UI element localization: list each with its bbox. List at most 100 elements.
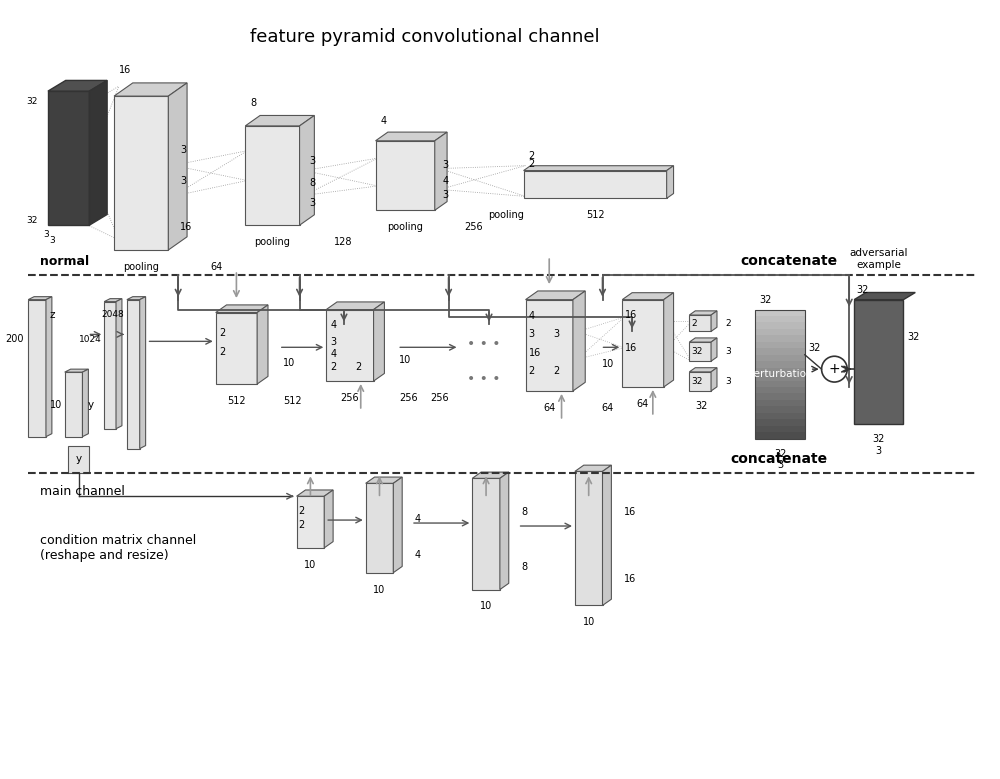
Text: 256: 256 bbox=[399, 393, 418, 403]
Text: 16: 16 bbox=[528, 347, 541, 358]
Polygon shape bbox=[755, 323, 805, 329]
Polygon shape bbox=[622, 300, 664, 387]
Text: pooling: pooling bbox=[254, 237, 290, 247]
Text: 10: 10 bbox=[480, 601, 492, 612]
Text: 4: 4 bbox=[443, 176, 449, 186]
Text: 2: 2 bbox=[528, 366, 535, 376]
Polygon shape bbox=[297, 490, 333, 496]
Text: 16: 16 bbox=[624, 573, 636, 583]
Text: 32: 32 bbox=[907, 332, 920, 342]
Text: y: y bbox=[87, 400, 94, 410]
Polygon shape bbox=[472, 472, 509, 478]
Text: concatenate: concatenate bbox=[741, 254, 838, 268]
Text: 512: 512 bbox=[227, 396, 246, 406]
Text: 32: 32 bbox=[27, 97, 38, 106]
Polygon shape bbox=[667, 166, 674, 199]
Text: 10: 10 bbox=[304, 560, 317, 569]
Polygon shape bbox=[216, 312, 257, 384]
Polygon shape bbox=[472, 478, 500, 590]
Text: 3: 3 bbox=[553, 330, 559, 340]
Text: 64: 64 bbox=[637, 399, 649, 409]
Polygon shape bbox=[755, 368, 805, 374]
Text: 3: 3 bbox=[528, 330, 535, 340]
Polygon shape bbox=[326, 309, 374, 381]
Text: 2048: 2048 bbox=[101, 310, 124, 319]
Text: 16: 16 bbox=[119, 65, 131, 75]
Text: • • •: • • • bbox=[467, 372, 501, 386]
Text: 8: 8 bbox=[522, 506, 528, 516]
Polygon shape bbox=[116, 298, 122, 428]
Text: 32: 32 bbox=[809, 344, 821, 354]
Text: 2: 2 bbox=[528, 151, 535, 161]
Text: condition matrix channel
(reshape and resize): condition matrix channel (reshape and re… bbox=[40, 534, 196, 562]
Polygon shape bbox=[48, 80, 107, 91]
Text: • • •: • • • bbox=[467, 337, 501, 351]
Text: 64: 64 bbox=[211, 262, 223, 272]
Polygon shape bbox=[127, 297, 146, 300]
Polygon shape bbox=[65, 369, 88, 372]
Polygon shape bbox=[376, 132, 447, 141]
Polygon shape bbox=[755, 329, 805, 336]
Text: 4: 4 bbox=[330, 320, 336, 330]
Text: 32: 32 bbox=[873, 434, 885, 444]
Text: 2: 2 bbox=[299, 520, 305, 530]
Polygon shape bbox=[755, 426, 805, 432]
Text: concatenate: concatenate bbox=[731, 453, 828, 467]
Text: pooling: pooling bbox=[387, 222, 423, 232]
Polygon shape bbox=[622, 293, 674, 300]
Polygon shape bbox=[140, 297, 146, 449]
Polygon shape bbox=[216, 305, 268, 312]
Polygon shape bbox=[104, 301, 116, 428]
Text: 3: 3 bbox=[443, 160, 449, 170]
Polygon shape bbox=[297, 496, 324, 548]
Text: 32: 32 bbox=[774, 449, 786, 459]
Text: 256: 256 bbox=[464, 222, 483, 232]
Polygon shape bbox=[854, 300, 903, 424]
Polygon shape bbox=[28, 300, 46, 437]
Text: 32: 32 bbox=[691, 347, 703, 356]
Polygon shape bbox=[374, 302, 384, 381]
Polygon shape bbox=[755, 413, 805, 419]
Text: 8: 8 bbox=[250, 97, 256, 108]
Polygon shape bbox=[366, 483, 393, 573]
Polygon shape bbox=[524, 166, 674, 171]
Polygon shape bbox=[300, 115, 314, 225]
Text: 16: 16 bbox=[625, 310, 637, 320]
Text: 2: 2 bbox=[299, 506, 305, 516]
Polygon shape bbox=[755, 393, 805, 400]
Text: 16: 16 bbox=[624, 506, 636, 516]
Polygon shape bbox=[524, 171, 667, 199]
Text: 2: 2 bbox=[220, 327, 226, 337]
Polygon shape bbox=[689, 338, 717, 342]
Polygon shape bbox=[854, 292, 915, 300]
Polygon shape bbox=[755, 354, 805, 361]
Text: 3: 3 bbox=[725, 377, 731, 386]
Polygon shape bbox=[526, 300, 573, 391]
Text: 64: 64 bbox=[543, 403, 555, 413]
Text: 512: 512 bbox=[283, 396, 301, 406]
Polygon shape bbox=[711, 311, 717, 331]
Text: 4: 4 bbox=[380, 116, 387, 126]
Polygon shape bbox=[755, 381, 805, 387]
Text: 2: 2 bbox=[220, 347, 226, 357]
Text: 3: 3 bbox=[777, 460, 783, 471]
Polygon shape bbox=[689, 342, 711, 361]
Text: 3: 3 bbox=[443, 190, 449, 200]
Polygon shape bbox=[324, 490, 333, 548]
Polygon shape bbox=[526, 291, 585, 300]
Polygon shape bbox=[65, 372, 82, 437]
Text: 3: 3 bbox=[330, 337, 336, 347]
Polygon shape bbox=[755, 342, 805, 348]
Polygon shape bbox=[755, 361, 805, 368]
Text: 3: 3 bbox=[876, 446, 882, 456]
Polygon shape bbox=[82, 369, 88, 437]
Polygon shape bbox=[575, 471, 603, 605]
Polygon shape bbox=[575, 465, 611, 471]
Polygon shape bbox=[168, 83, 187, 250]
Text: normal: normal bbox=[40, 255, 89, 268]
Polygon shape bbox=[711, 338, 717, 361]
Polygon shape bbox=[755, 336, 805, 342]
Polygon shape bbox=[755, 419, 805, 426]
Text: adversarial
example: adversarial example bbox=[850, 249, 908, 270]
Text: 32: 32 bbox=[856, 284, 868, 294]
